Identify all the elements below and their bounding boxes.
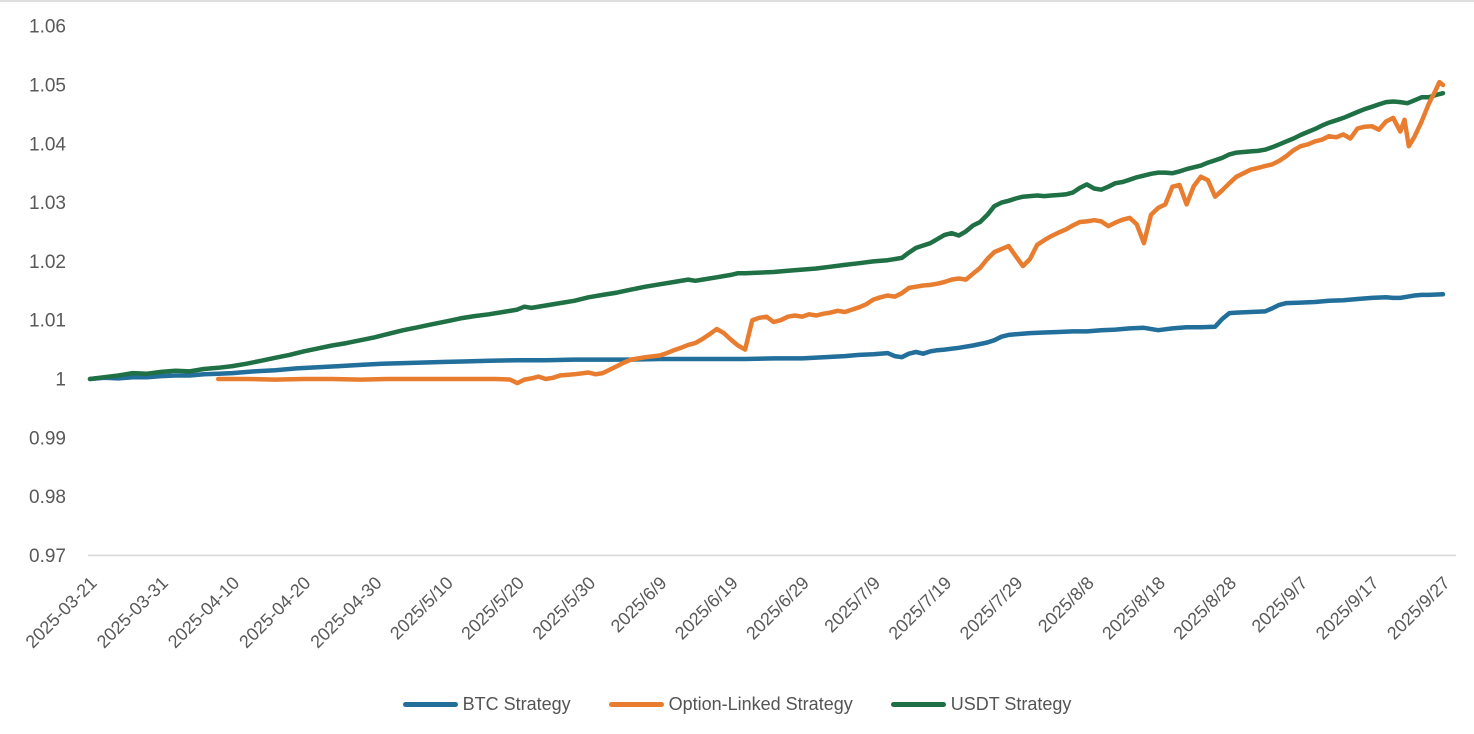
legend-label-btc-strategy: BTC Strategy <box>462 694 571 714</box>
x-axis-tick-label: 2025/6/9 <box>607 573 671 637</box>
usdt-strategy-line-swatch <box>890 702 946 707</box>
x-axis-tick-label: 2025/9/17 <box>1312 573 1383 644</box>
x-axis-tick-label: 2025-03-21 <box>22 573 101 652</box>
y-axis-tick-label: 1 <box>55 370 66 391</box>
x-axis-tick-label: 2025/5/30 <box>529 573 600 644</box>
y-axis-tick-label: 1.06 <box>29 17 66 38</box>
legend-item-option-linked-strategy: Option-Linked Strategy <box>608 694 853 715</box>
x-axis-tick-label: 2025/9/7 <box>1248 573 1312 637</box>
legend-item-usdt-strategy: USDT Strategy <box>890 694 1072 715</box>
y-axis-tick-label: 1.01 <box>29 311 66 332</box>
chart-legend: BTC Strategy Option-Linked Strategy USDT… <box>0 694 1474 715</box>
legend-label-option-linked-strategy: Option-Linked Strategy <box>668 694 853 714</box>
x-axis-tick-label: 2025/8/28 <box>1169 573 1240 644</box>
y-axis-tick-label: 0.98 <box>29 487 66 508</box>
legend-label-usdt-strategy: USDT Strategy <box>950 694 1072 714</box>
x-axis-tick-label: 2025-04-20 <box>235 573 314 652</box>
x-axis-tick-label: 2025/9/27 <box>1383 573 1454 644</box>
y-axis-tick-label: 0.99 <box>29 428 66 449</box>
y-axis-tick-label: 1.04 <box>29 134 66 155</box>
x-axis-tick-label: 2025-04-10 <box>164 573 243 652</box>
y-axis-tick-label: 1.03 <box>29 193 66 214</box>
y-axis-tick-label: 0.97 <box>29 546 66 567</box>
x-axis-tick-label: 2025/6/19 <box>671 573 742 644</box>
x-axis-tick-label: 2025/6/29 <box>742 573 813 644</box>
series-line-usdt-strategy <box>87 90 1446 382</box>
x-axis-tick-label: 2025/8/8 <box>1034 573 1098 637</box>
x-axis-tick-label: 2025/5/10 <box>386 573 457 644</box>
chart-top-border <box>0 0 1474 2</box>
x-axis-tick-label: 2025-03-31 <box>93 573 172 652</box>
x-axis-tick-label: 2025/5/20 <box>457 573 528 644</box>
y-axis-tick-label: 1.02 <box>29 252 66 273</box>
x-axis-tick-label: 2025/7/29 <box>956 573 1027 644</box>
series-line-btc-strategy <box>87 292 1446 382</box>
x-axis-tick-label: 2025/7/19 <box>885 573 956 644</box>
option-linked-strategy-line-swatch <box>608 702 664 707</box>
x-axis-tick-label: 2025/8/18 <box>1098 573 1169 644</box>
x-axis-tick-label: 2025/7/9 <box>820 573 884 637</box>
x-axis-tick-label: 2025-04-30 <box>306 573 385 652</box>
legend-item-btc-strategy: BTC Strategy <box>402 694 571 715</box>
y-axis-tick-label: 1.05 <box>29 76 66 97</box>
btc-strategy-line-swatch <box>402 702 458 707</box>
series-line-option-linked-strategy <box>215 79 1446 386</box>
